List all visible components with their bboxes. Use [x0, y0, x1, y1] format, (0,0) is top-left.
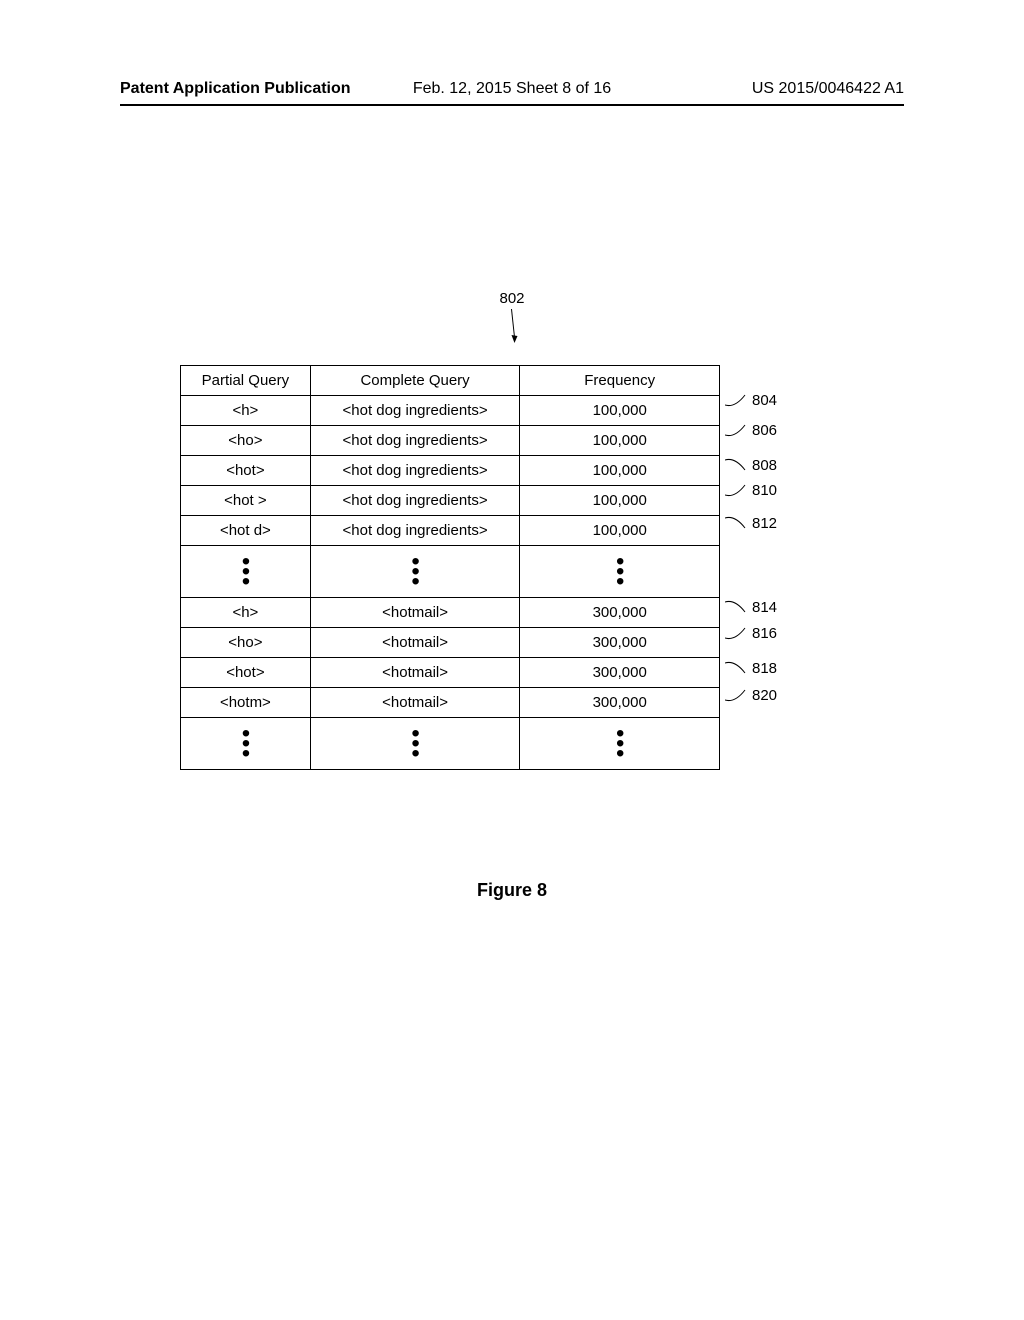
table-row: <hot> <hot dog ingredients> 100,000	[181, 456, 720, 486]
callout-806: 806	[725, 420, 777, 440]
reference-arrow	[512, 309, 513, 341]
cell-frequency: 100,000	[520, 456, 720, 486]
cell-complete: <hot dog ingredients>	[310, 486, 520, 516]
callout-label: 804	[752, 392, 777, 409]
ellipsis-cell: •••	[520, 546, 720, 598]
callout-804: 804	[725, 390, 777, 410]
callout-812: 812	[725, 513, 777, 533]
ellipsis-cell: •••	[520, 718, 720, 770]
table-row: <h> <hotmail> 300,000	[181, 598, 720, 628]
cell-partial: <h>	[181, 598, 311, 628]
cell-partial: <h>	[181, 396, 311, 426]
cell-frequency: 300,000	[520, 628, 720, 658]
callout-814: 814	[725, 597, 777, 617]
callout-label: 818	[752, 660, 777, 677]
table-row: <hotm> <hotmail> 300,000	[181, 688, 720, 718]
callout-label: 820	[752, 687, 777, 704]
callout-816: 816	[725, 623, 777, 643]
table-row: <hot> <hotmail> 300,000	[181, 658, 720, 688]
callout-curve-icon	[725, 597, 750, 617]
ellipsis-cell: •••	[181, 718, 311, 770]
callout-curve-icon	[725, 513, 750, 533]
header-right: US 2015/0046422 A1	[752, 80, 904, 98]
callout-810: 810	[725, 480, 777, 500]
header-center: Feb. 12, 2015 Sheet 8 of 16	[413, 80, 611, 98]
cell-complete: <hotmail>	[310, 598, 520, 628]
callout-820: 820	[725, 685, 777, 705]
query-table: Partial Query Complete Query Frequency <…	[180, 365, 720, 770]
callout-curve-icon	[725, 390, 750, 410]
header-divider	[120, 104, 904, 106]
ellipsis-cell: •••	[181, 546, 311, 598]
ellipsis-cell: •••	[310, 718, 520, 770]
callout-label: 814	[752, 599, 777, 616]
callout-label: 816	[752, 625, 777, 642]
callout-label: 806	[752, 422, 777, 439]
callout-curve-icon	[725, 480, 750, 500]
table-row: <ho> <hot dog ingredients> 100,000	[181, 426, 720, 456]
cell-partial: <hot d>	[181, 516, 311, 546]
callout-curve-icon	[725, 455, 750, 475]
ellipsis-cell: •••	[310, 546, 520, 598]
table-row: <hot d> <hot dog ingredients> 100,000	[181, 516, 720, 546]
table-row: <hot > <hot dog ingredients> 100,000	[181, 486, 720, 516]
cell-partial: <hot >	[181, 486, 311, 516]
callout-label: 808	[752, 457, 777, 474]
table-row: <ho> <hotmail> 300,000	[181, 628, 720, 658]
cell-partial: <ho>	[181, 426, 311, 456]
cell-frequency: 100,000	[520, 516, 720, 546]
cell-complete: <hot dog ingredients>	[310, 516, 520, 546]
cell-partial: <ho>	[181, 628, 311, 658]
cell-partial: <hotm>	[181, 688, 311, 718]
cell-complete: <hotmail>	[310, 658, 520, 688]
column-header-frequency: Frequency	[520, 366, 720, 396]
column-header-partial: Partial Query	[181, 366, 311, 396]
cell-partial: <hot>	[181, 658, 311, 688]
reference-number: 802	[499, 290, 524, 307]
cell-partial: <hot>	[181, 456, 311, 486]
ellipsis-row: ••• ••• •••	[181, 546, 720, 598]
page-header: Patent Application Publication Feb. 12, …	[0, 80, 1024, 98]
query-table-wrapper: Partial Query Complete Query Frequency <…	[180, 365, 720, 770]
cell-complete: <hotmail>	[310, 628, 520, 658]
cell-complete: <hot dog ingredients>	[310, 396, 520, 426]
callout-808: 808	[725, 455, 777, 475]
cell-frequency: 300,000	[520, 658, 720, 688]
cell-frequency: 100,000	[520, 486, 720, 516]
column-header-complete: Complete Query	[310, 366, 520, 396]
cell-frequency: 300,000	[520, 598, 720, 628]
cell-frequency: 300,000	[520, 688, 720, 718]
callout-curve-icon	[725, 420, 750, 440]
callout-curve-icon	[725, 623, 750, 643]
table-row: <h> <hot dog ingredients> 100,000	[181, 396, 720, 426]
table-header-row: Partial Query Complete Query Frequency	[181, 366, 720, 396]
callout-label: 812	[752, 515, 777, 532]
callout-818: 818	[725, 658, 777, 678]
cell-frequency: 100,000	[520, 426, 720, 456]
callout-curve-icon	[725, 658, 750, 678]
cell-frequency: 100,000	[520, 396, 720, 426]
header-left: Patent Application Publication	[120, 80, 351, 98]
figure-caption: Figure 8	[477, 880, 547, 901]
cell-complete: <hot dog ingredients>	[310, 456, 520, 486]
cell-complete: <hot dog ingredients>	[310, 426, 520, 456]
ellipsis-row: ••• ••• •••	[181, 718, 720, 770]
callout-label: 810	[752, 482, 777, 499]
callout-curve-icon	[725, 685, 750, 705]
reference-number-container: 802	[499, 290, 524, 341]
cell-complete: <hotmail>	[310, 688, 520, 718]
